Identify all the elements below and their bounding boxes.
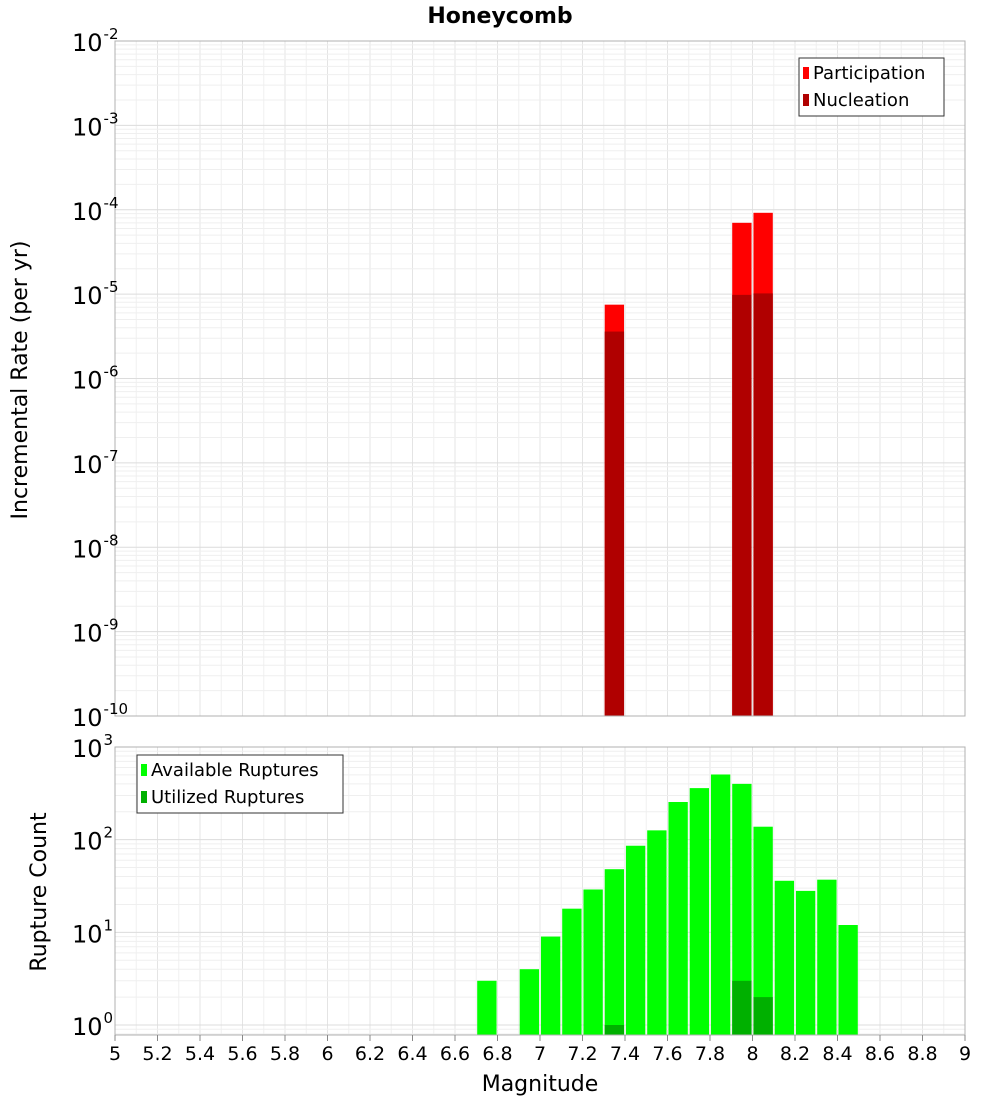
bar [795, 890, 816, 1035]
x-tick-label: 5 [109, 1043, 121, 1065]
legend-label: Nucleation [813, 90, 909, 111]
y-tick-label: 103 [72, 731, 113, 763]
y-tick-label: 100 [72, 1009, 113, 1041]
x-tick-label: 8 [746, 1043, 758, 1065]
bar [668, 801, 688, 1035]
bar [562, 908, 582, 1035]
y-axis-title-count: Rupture Count [27, 812, 52, 972]
bar [604, 331, 625, 716]
bar [732, 783, 752, 1035]
legend-swatch [141, 791, 147, 803]
x-tick-label: 5.8 [270, 1043, 300, 1065]
x-tick-label: 7.4 [610, 1043, 640, 1065]
series-available-ruptures [477, 774, 858, 1035]
x-tick-label: 9 [959, 1043, 971, 1065]
x-tick-label: 7.8 [695, 1043, 725, 1065]
legend-label: Participation [813, 63, 925, 84]
y-tick-label: 10-5 [72, 278, 119, 310]
y-tick-label: 10-9 [72, 616, 119, 648]
rate-panel: 10-10 10-9 10-8 10-7 10-6 10-5 10-4 10-3 10-2 Par… [72, 25, 966, 732]
x-tick-label: 5.4 [185, 1043, 215, 1065]
legend-label: Utilized Ruptures [151, 787, 304, 808]
bar [604, 1025, 625, 1035]
legend-swatch [803, 94, 809, 106]
bar [625, 845, 646, 1035]
y-axis-title-rate: Incremental Rate (per yr) [8, 241, 33, 520]
plot-frame [114, 40, 966, 717]
count-panel: 100 101 102 103 Available Ruptures Utilized R… [72, 731, 966, 1041]
bar [732, 294, 752, 716]
legend: Available Ruptures Utilized Ruptures [136, 754, 344, 814]
y-tick-label: 101 [72, 916, 113, 948]
y-tick-label: 10-6 [72, 363, 119, 395]
x-tick-label: 7.6 [652, 1043, 682, 1065]
x-tick-label: 6 [321, 1043, 333, 1065]
y-tick-label: 102 [72, 824, 113, 856]
legend-swatch [803, 67, 809, 79]
chart-title: Honeycomb [427, 4, 572, 29]
x-tick-label: 6.4 [397, 1043, 427, 1065]
y-tick-label: 10-4 [72, 194, 119, 226]
bar [540, 936, 561, 1035]
bar [583, 889, 603, 1035]
bar [477, 980, 497, 1035]
legend-swatch [141, 764, 147, 776]
x-tick-label: 8.8 [907, 1043, 937, 1065]
bar [732, 980, 752, 1035]
y-tick-label: 10-8 [72, 531, 119, 563]
legend: Participation Nucleation [798, 57, 945, 117]
x-tick-label: 6.2 [355, 1043, 385, 1065]
y-tick-label: 10-3 [72, 109, 119, 141]
grid [114, 40, 966, 717]
bar [838, 924, 858, 1035]
bar [647, 830, 667, 1035]
x-tick-label: 5.2 [142, 1043, 172, 1065]
bar [519, 969, 540, 1035]
x-tick-label: 7.2 [567, 1043, 597, 1065]
x-axis-title: Magnitude [482, 1072, 599, 1097]
legend-label: Available Ruptures [151, 760, 319, 781]
x-tick-label: 8.4 [822, 1043, 852, 1065]
x-tick-label: 8.6 [865, 1043, 895, 1065]
x-tick-label: 7 [534, 1043, 546, 1065]
bar [774, 880, 795, 1035]
bar [753, 293, 773, 716]
bar [710, 774, 731, 1035]
x-tick-label: 5.6 [227, 1043, 257, 1065]
bar [753, 826, 773, 1035]
y-tick-label: 10-10 [72, 700, 128, 732]
series-nucleation [604, 293, 773, 716]
bar [604, 869, 625, 1035]
bar [689, 788, 710, 1035]
x-axis: 5 5.2 5.4 5.6 5.8 6 6.2 6.4 6.6 6.8 7 7.2 7.4 7.6 7.8 8… [109, 1035, 971, 1065]
series-utilized-ruptures [604, 980, 773, 1035]
x-tick-label: 8.2 [780, 1043, 810, 1065]
bar [817, 879, 837, 1035]
y-tick-label: 10-7 [72, 447, 119, 479]
x-tick-label: 6.6 [440, 1043, 470, 1065]
y-tick-label: 10-2 [72, 25, 119, 57]
bar [753, 997, 773, 1035]
x-tick-label: 6.8 [482, 1043, 512, 1065]
